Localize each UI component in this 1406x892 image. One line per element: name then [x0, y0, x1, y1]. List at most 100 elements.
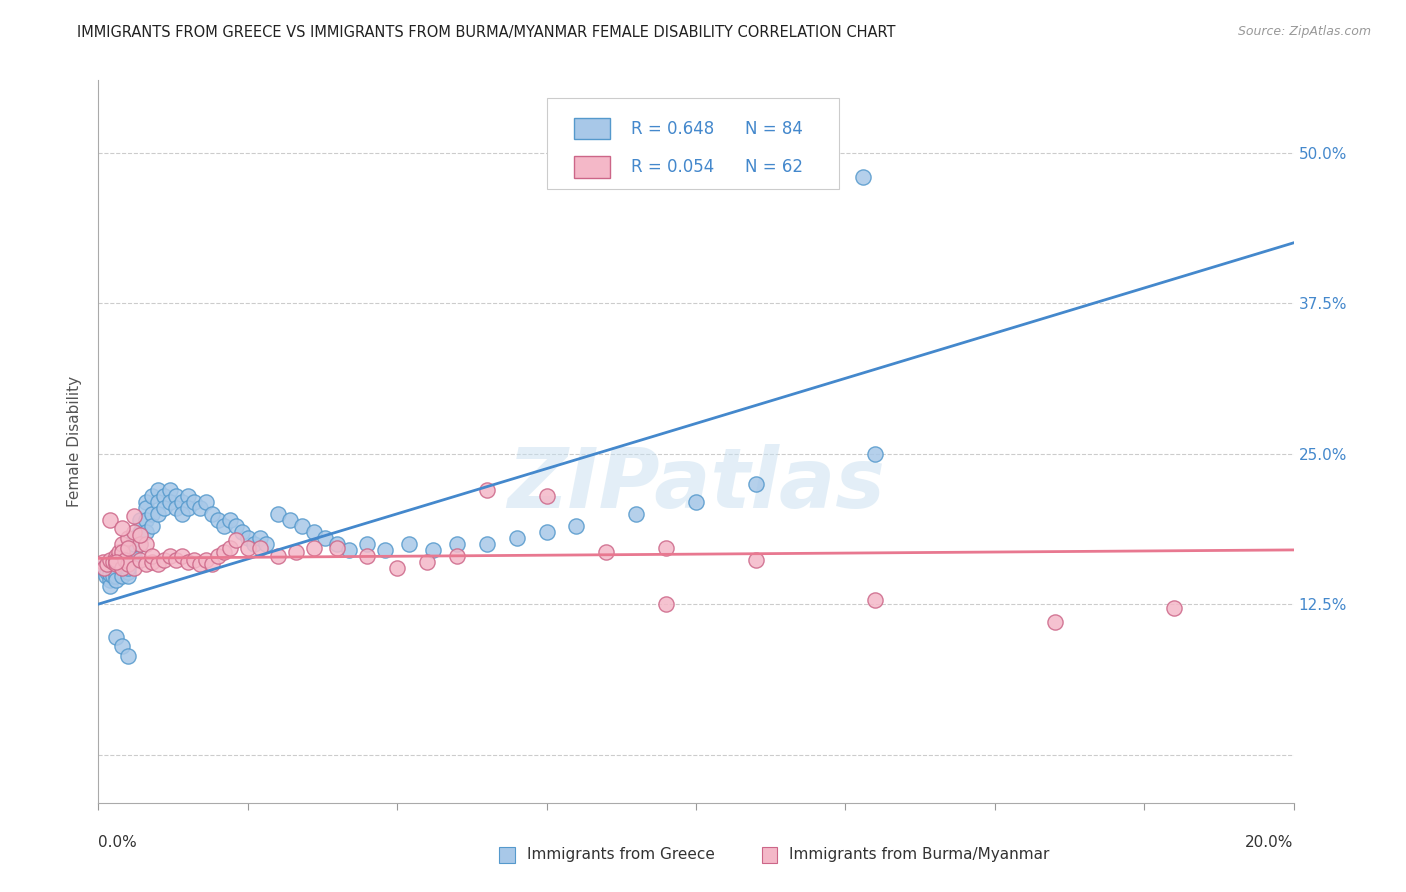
Point — [105, 549, 128, 563]
Point — [249, 531, 271, 545]
Point — [1163, 600, 1185, 615]
Point — [135, 524, 157, 539]
FancyBboxPatch shape — [574, 118, 610, 139]
Point — [195, 552, 218, 566]
Point — [141, 549, 163, 563]
Point — [565, 519, 588, 533]
Point — [108, 558, 131, 572]
Point — [159, 483, 181, 497]
Point — [254, 537, 277, 551]
Point — [201, 507, 224, 521]
Point — [865, 446, 887, 460]
Text: Immigrants from Greece: Immigrants from Greece — [526, 847, 714, 863]
Point — [852, 169, 875, 184]
Point — [124, 549, 146, 563]
Point — [124, 531, 146, 545]
Text: N = 84: N = 84 — [745, 120, 803, 137]
Point — [105, 573, 128, 587]
Point — [326, 537, 349, 551]
Point — [236, 541, 259, 555]
Point — [105, 552, 128, 566]
Point — [93, 561, 115, 575]
Point — [225, 533, 247, 548]
Point — [124, 509, 146, 524]
Point — [219, 513, 242, 527]
Point — [177, 555, 200, 569]
Point — [195, 494, 218, 508]
Point — [159, 494, 181, 508]
Point — [135, 537, 157, 551]
Point — [148, 483, 170, 497]
Point — [236, 531, 259, 545]
Point — [124, 542, 146, 557]
Point — [536, 524, 558, 539]
Point — [94, 569, 117, 583]
FancyBboxPatch shape — [547, 98, 839, 189]
Point — [416, 555, 439, 569]
Point — [103, 569, 125, 583]
Point — [212, 545, 235, 559]
Point — [111, 521, 134, 535]
Point — [135, 513, 157, 527]
Point — [117, 558, 139, 572]
Point — [108, 545, 131, 559]
Point — [98, 567, 122, 582]
Point — [302, 524, 325, 539]
Point — [120, 555, 142, 569]
Point — [141, 507, 163, 521]
Point — [124, 524, 146, 539]
Point — [98, 513, 122, 527]
Point — [105, 630, 128, 644]
Text: Immigrants from Burma/Myanmar: Immigrants from Burma/Myanmar — [789, 847, 1050, 863]
Point — [506, 531, 529, 545]
Point — [172, 549, 194, 563]
Point — [117, 561, 139, 575]
Point — [141, 519, 163, 533]
Point — [105, 558, 128, 572]
Point — [111, 555, 134, 569]
Point — [98, 552, 122, 566]
Point — [105, 569, 128, 583]
Point — [117, 541, 139, 555]
Point — [124, 537, 146, 551]
Text: ZIPatlas: ZIPatlas — [508, 444, 884, 525]
Point — [91, 555, 114, 569]
Text: 0.0%: 0.0% — [98, 835, 138, 850]
Point — [188, 500, 211, 515]
Text: R = 0.648: R = 0.648 — [631, 120, 714, 137]
Point — [117, 648, 139, 663]
Text: N = 62: N = 62 — [745, 158, 803, 176]
Point — [114, 561, 136, 575]
Point — [129, 537, 152, 551]
Point — [129, 513, 152, 527]
Point — [398, 537, 420, 551]
Point — [153, 489, 176, 503]
Point — [129, 528, 152, 542]
Point — [374, 542, 396, 557]
Point — [385, 561, 409, 575]
Point — [135, 558, 157, 572]
Point — [267, 549, 290, 563]
Point — [105, 565, 128, 579]
Point — [231, 524, 253, 539]
Point — [135, 494, 157, 508]
Point — [172, 507, 194, 521]
Point — [96, 558, 118, 572]
Point — [291, 519, 314, 533]
Y-axis label: Female Disability: Female Disability — [67, 376, 83, 508]
Point — [745, 476, 768, 491]
Point — [111, 545, 134, 559]
Point — [626, 507, 648, 521]
Point — [117, 531, 139, 545]
Point — [267, 507, 290, 521]
Point — [159, 549, 181, 563]
Point — [148, 494, 170, 508]
Point — [212, 519, 235, 533]
Point — [129, 552, 152, 566]
Point — [685, 494, 707, 508]
Point — [172, 494, 194, 508]
Point — [177, 500, 200, 515]
Point — [188, 558, 211, 572]
Point — [315, 531, 337, 545]
Point — [124, 561, 146, 575]
